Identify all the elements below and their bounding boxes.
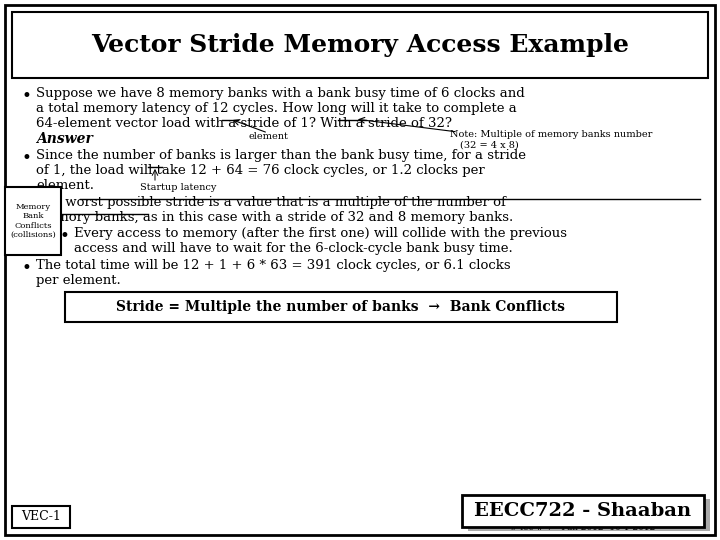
Bar — [12, 12, 708, 78]
Text: memory banks, as in this case with a stride of 32 and 8 memory banks.: memory banks, as in this case with a str… — [36, 211, 513, 224]
Text: The total time will be 12 + 1 + 6 * 63 = 391 clock cycles, or 6.1 clocks: The total time will be 12 + 1 + 6 * 63 =… — [36, 259, 510, 272]
Text: VEC-1: VEC-1 — [21, 510, 61, 523]
Text: a total memory latency of 12 cycles. How long will it take to complete a: a total memory latency of 12 cycles. How… — [36, 102, 517, 115]
Text: EECC722 - Shaaban: EECC722 - Shaaban — [474, 502, 692, 520]
Text: •: • — [60, 228, 70, 245]
Text: •: • — [22, 150, 32, 167]
Bar — [462, 495, 704, 527]
Text: Answer: Answer — [36, 132, 93, 146]
Text: Vector Stride Memory Access Example: Vector Stride Memory Access Example — [91, 33, 629, 57]
Text: (32 = 4 x 8): (32 = 4 x 8) — [460, 141, 518, 150]
Text: •: • — [22, 260, 32, 277]
Text: •: • — [22, 197, 32, 214]
Text: # lec # 7   Fall 2012  10-1-2012: # lec # 7 Fall 2012 10-1-2012 — [510, 523, 656, 532]
Bar — [468, 499, 710, 531]
Text: element: element — [248, 132, 288, 141]
Bar — [12, 506, 70, 528]
Text: 64-element vector load with a stride of 1? With a stride of 32?: 64-element vector load with a stride of … — [36, 117, 452, 130]
Text: Since the number of banks is larger than the bank busy time, for a stride: Since the number of banks is larger than… — [36, 149, 526, 162]
Bar — [5, 187, 61, 255]
Text: element.: element. — [36, 179, 94, 192]
Bar — [65, 292, 617, 322]
Text: •: • — [22, 88, 32, 105]
Text: of 1, the load will take 12 + 64 = 76 clock cycles, or 1.2 clocks per: of 1, the load will take 12 + 64 = 76 cl… — [36, 164, 485, 177]
Text: per element.: per element. — [36, 274, 121, 287]
Text: Stride = Multiple the number of banks  →  Bank Conflicts: Stride = Multiple the number of banks → … — [117, 300, 565, 314]
Text: The worst possible stride is a value that is a multiple of the number of: The worst possible stride is a value tha… — [36, 196, 506, 209]
Text: access and will have to wait for the 6-clock-cycle bank busy time.: access and will have to wait for the 6-c… — [74, 242, 513, 255]
Text: Startup latency: Startup latency — [140, 183, 217, 192]
Text: Memory
Bank
Conflicts
(collisions): Memory Bank Conflicts (collisions) — [10, 203, 56, 239]
Text: Note: Multiple of memory banks number: Note: Multiple of memory banks number — [450, 130, 652, 139]
Text: Suppose we have 8 memory banks with a bank busy time of 6 clocks and: Suppose we have 8 memory banks with a ba… — [36, 87, 525, 100]
Text: Every access to memory (after the first one) will collide with the previous: Every access to memory (after the first … — [74, 227, 567, 240]
